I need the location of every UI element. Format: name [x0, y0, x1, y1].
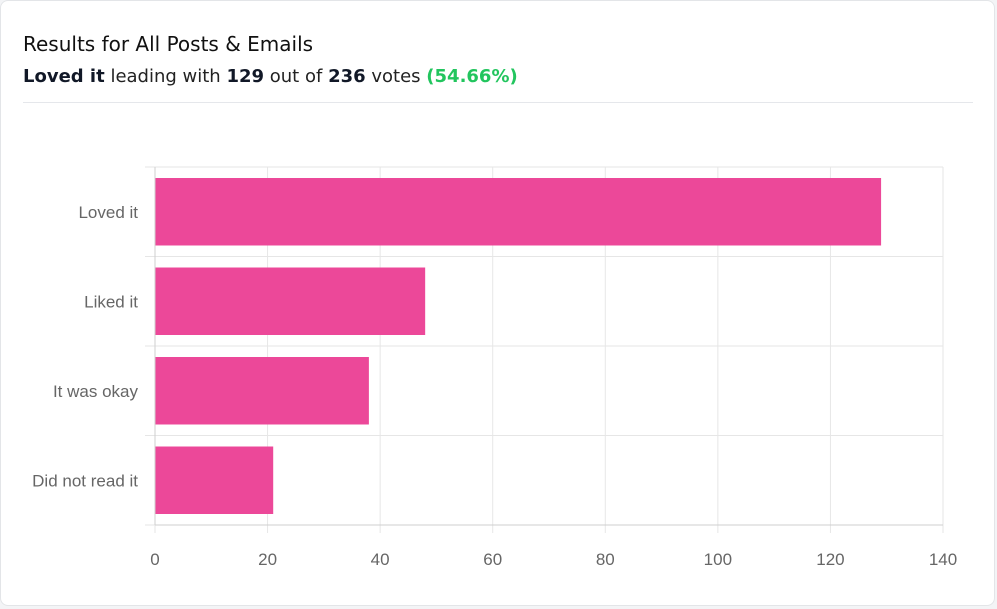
x-tick-label: 140	[929, 550, 957, 569]
bar	[155, 357, 369, 425]
leader-name: Loved it	[23, 66, 105, 87]
header-divider	[23, 102, 973, 103]
x-tick-label: 40	[371, 550, 390, 569]
x-tick-label: 80	[596, 550, 615, 569]
results-summary: Loved it leading with 129 out of 236 vot…	[23, 66, 518, 87]
bar	[155, 267, 426, 335]
results-title: Results for All Posts & Emails	[23, 32, 314, 56]
x-tick-label: 100	[704, 550, 732, 569]
category-label: Did not read it	[32, 471, 138, 490]
total-votes: 236	[328, 66, 366, 87]
category-label: Liked it	[84, 292, 138, 311]
leader-percent: (54.66%)	[426, 66, 518, 87]
leading-text: leading with	[110, 66, 221, 87]
x-tick-label: 20	[258, 550, 277, 569]
bar	[155, 178, 882, 246]
x-tick-label: 120	[816, 550, 844, 569]
category-label: It was okay	[53, 382, 139, 401]
out-of-text: out of	[269, 66, 323, 87]
x-tick-label: 0	[150, 550, 159, 569]
votes-text: votes	[371, 66, 421, 87]
category-label: Loved it	[78, 203, 138, 222]
bar	[155, 446, 274, 514]
leader-votes: 129	[226, 66, 265, 87]
x-tick-label: 60	[483, 550, 502, 569]
